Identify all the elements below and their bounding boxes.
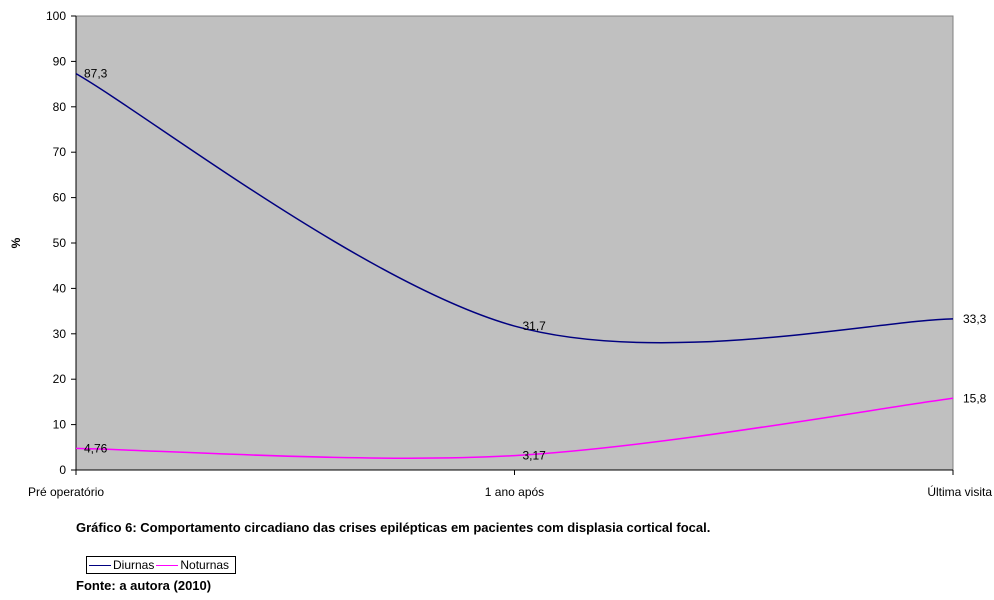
data-label: 4,76 — [84, 441, 108, 455]
line-chart: 0 10 20 30 40 50 60 70 80 90 100 Pré operatório 1 a… — [9, 9, 992, 499]
data-label: 15,8 — [963, 391, 987, 405]
y-tick-label: 60 — [53, 191, 67, 205]
legend-swatch-diurnas — [89, 564, 111, 566]
y-axis: 0 10 20 30 40 50 60 70 80 90 100 — [46, 9, 77, 477]
y-tick-label: 70 — [53, 145, 67, 159]
x-axis: Pré operatório 1 ano após Última visita — [28, 469, 992, 499]
legend-swatch-noturnas — [156, 564, 179, 566]
legend-label-noturnas: Noturnas — [180, 558, 230, 572]
legend-item-noturnas: Noturnas — [156, 558, 229, 572]
y-tick-label: 0 — [59, 463, 66, 477]
legend-label-diurnas: Diurnas — [113, 558, 155, 572]
series-line-diurnas — [75, 73, 954, 344]
data-label: 3,17 — [523, 449, 547, 463]
chart-caption: Gráfico 6: Comportamento circadiano das … — [76, 520, 711, 535]
y-tick-label: 80 — [53, 100, 67, 114]
legend-item-diurnas: Diurnas — [89, 558, 154, 572]
y-tick-label: 10 — [53, 418, 67, 432]
legend: Diurnas Noturnas — [86, 556, 237, 574]
data-label: 31,7 — [523, 319, 547, 333]
plot-area — [75, 15, 954, 471]
x-tick-label: Pré operatório — [28, 485, 104, 499]
series-lines — [75, 73, 954, 459]
y-tick-label: 30 — [53, 327, 67, 341]
chart-source: Fonte: a autora (2010) — [76, 578, 212, 593]
y-tick-label: 90 — [53, 54, 67, 68]
y-axis-label: % — [9, 237, 23, 248]
y-tick-label: 20 — [53, 372, 67, 386]
x-tick-label: 1 ano após — [485, 485, 544, 499]
series-line-noturnas — [75, 397, 954, 459]
data-label: 33,3 — [963, 312, 987, 326]
data-label: 87,3 — [84, 67, 108, 81]
y-tick-label: 100 — [46, 9, 66, 23]
x-tick-label: Última visita — [927, 484, 992, 499]
y-tick-label: 40 — [53, 281, 67, 295]
data-labels: 87,3 31,7 33,3 4,76 3,17 15,8 — [84, 67, 987, 463]
y-tick-label: 50 — [53, 236, 67, 250]
